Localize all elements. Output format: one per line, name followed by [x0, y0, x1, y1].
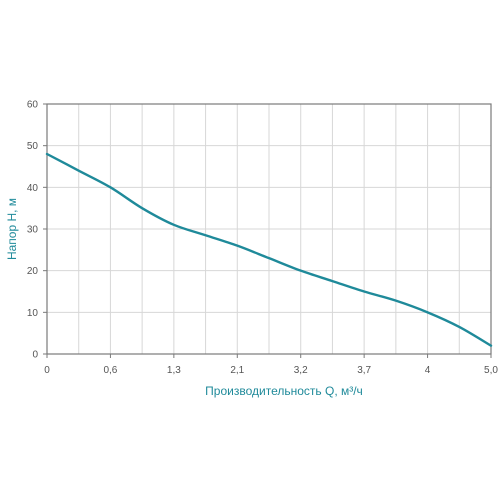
y-tick-label: 10: [27, 308, 39, 319]
x-tick-label: 0: [44, 365, 50, 376]
x-tick-label: 1,3: [167, 365, 181, 376]
x-tick-label: 5,0: [484, 365, 498, 376]
y-tick-label: 60: [27, 100, 39, 111]
axis-ticks: 0 0,6 1,3 2,1 3,2 3,7 4 5,0 0 10 20 30 40 50 60: [27, 100, 499, 377]
y-tick-label: 20: [27, 266, 39, 277]
x-tick-label: 2,1: [230, 365, 244, 376]
grid: [47, 104, 491, 354]
y-tick-label: 0: [32, 350, 38, 361]
y-tick-label: 50: [27, 141, 39, 152]
x-tick-label: 0,6: [103, 365, 117, 376]
x-tick-label: 3,7: [357, 365, 371, 376]
series-layer: [45, 152, 493, 347]
series-line: [45, 152, 493, 347]
y-tick-label: 40: [27, 183, 39, 194]
x-tick-label: 4: [425, 365, 431, 376]
y-tick-label: 30: [27, 225, 39, 236]
y-axis-title: Напор H, м: [5, 198, 19, 260]
x-axis-title: Производительность Q, м³/ч: [205, 384, 363, 398]
x-tick-label: 3,2: [294, 365, 308, 376]
